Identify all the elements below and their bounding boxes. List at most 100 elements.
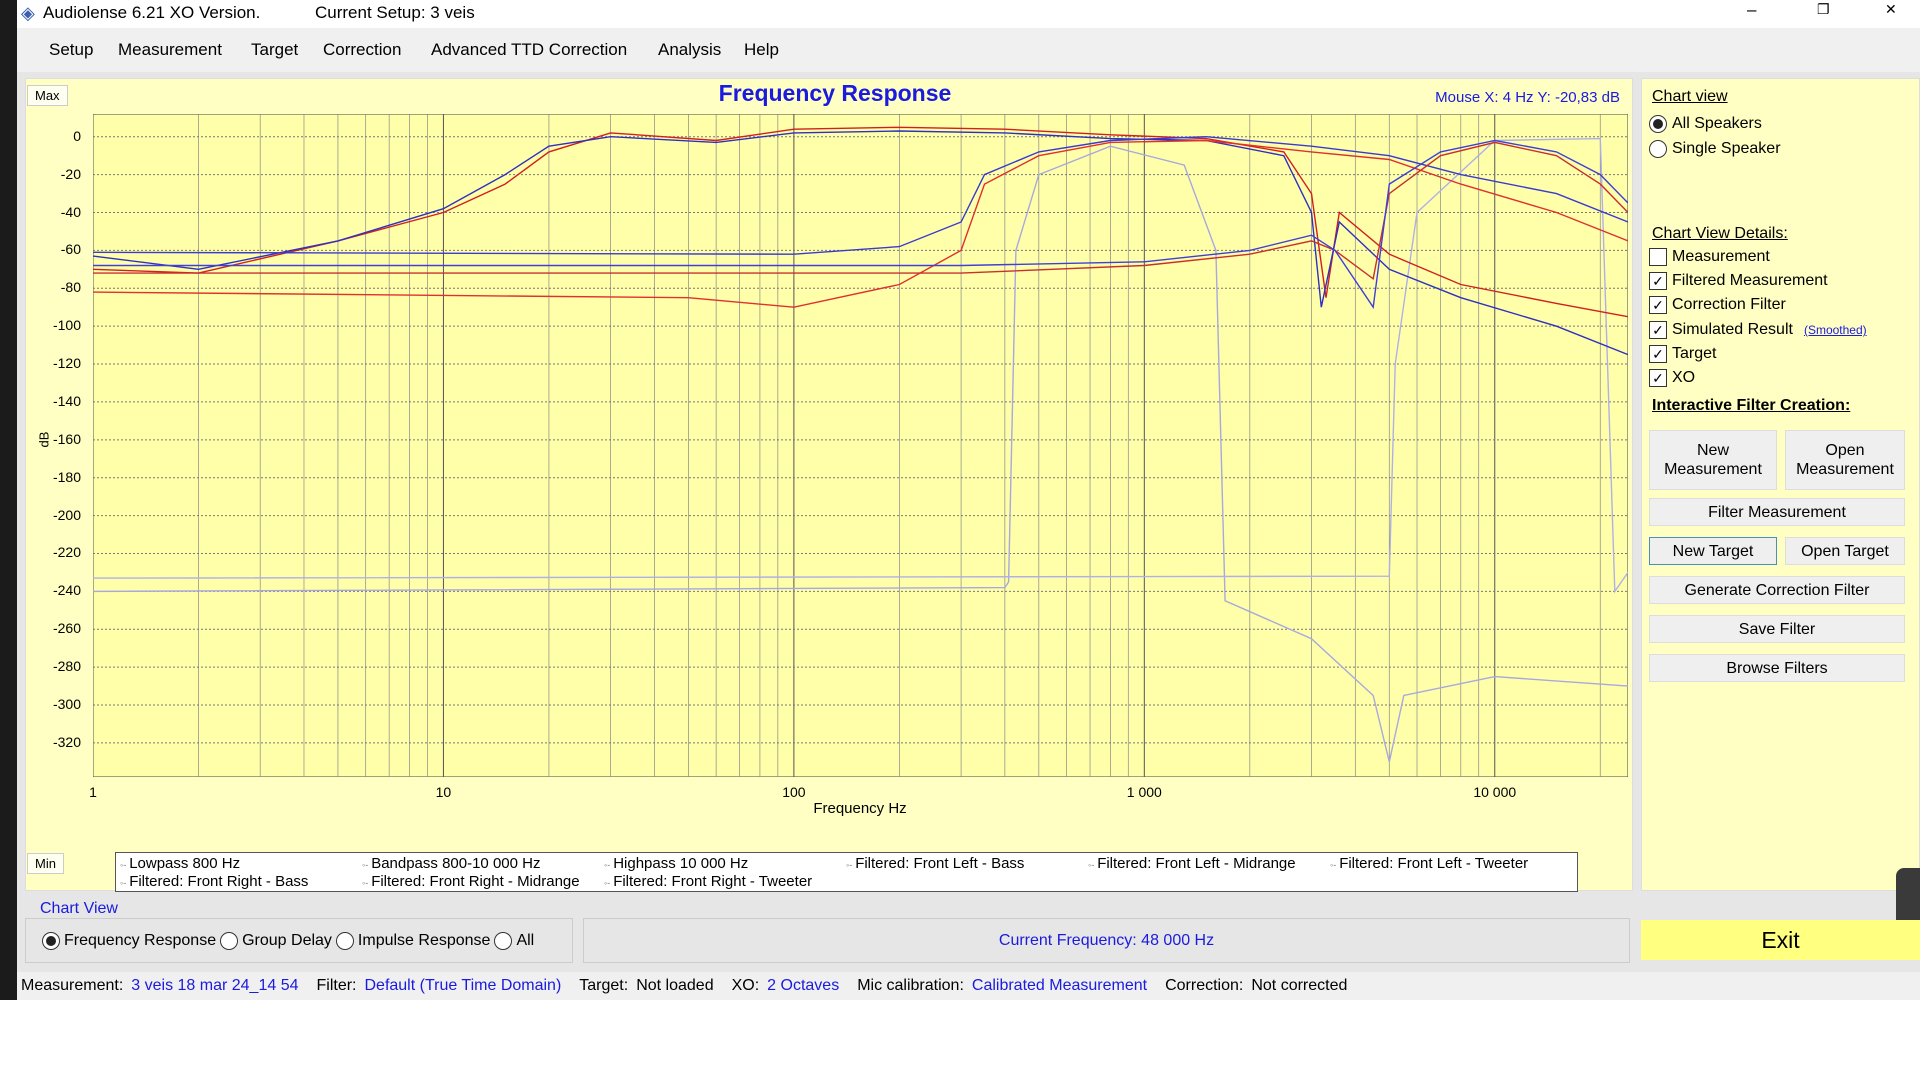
- option-label: All Speakers: [1672, 115, 1762, 132]
- close-button[interactable]: ✕: [1885, 1, 1897, 17]
- legend-label: Filtered: Front Right - Midrange: [371, 873, 580, 890]
- legend-item: ◦- Bandpass 800-10 000 Hz: [362, 855, 541, 872]
- chart-view-heading: Chart view: [1652, 88, 1728, 105]
- y-tick-label: -60: [60, 241, 81, 258]
- y-tick-label: -300: [52, 696, 81, 713]
- current-frequency: Current Frequency: 48 000 Hz: [583, 918, 1630, 963]
- y-tick-label: -220: [52, 544, 81, 561]
- y-tick-label: -80: [60, 279, 81, 296]
- checkbox-label: Target: [1672, 345, 1717, 362]
- menu-help[interactable]: Help: [744, 40, 779, 59]
- status-mic-label: Mic calibration:: [857, 977, 964, 994]
- checkbox-label: XO: [1672, 369, 1696, 386]
- checkbox-xo[interactable]: ✓ XO: [1649, 369, 1695, 387]
- status-measurement: 3 veis 18 mar 24_14 54: [131, 977, 299, 994]
- menu-setup[interactable]: Setup: [49, 40, 94, 59]
- checkmark-icon: ✓: [1649, 345, 1667, 363]
- radio-impulse-response[interactable]: [335, 931, 354, 950]
- series-line: [93, 137, 1628, 594]
- legend-label: Bandpass 800-10 000 Hz: [371, 855, 541, 872]
- checkbox-label: Measurement: [1672, 248, 1770, 265]
- open-target-button[interactable]: Open Target: [1785, 537, 1905, 565]
- x-tick-label: 100: [782, 784, 806, 800]
- menu-measurement[interactable]: Measurement: [118, 40, 222, 59]
- y-tick-label: -140: [52, 392, 81, 409]
- chart-title: Frequency Response: [718, 80, 952, 106]
- filter-measurement-button[interactable]: Filter Measurement: [1649, 498, 1905, 526]
- radio-icon: [1649, 140, 1667, 158]
- x-tick-label: 10: [435, 784, 452, 800]
- menu-bar: Setup Measurement Target Correction Adva…: [17, 28, 1920, 72]
- status-target: Not loaded: [636, 977, 714, 994]
- legend-item: ◦- Filtered: Front Left - Midrange: [1088, 855, 1296, 872]
- legend: ◦- Lowpass 800 Hz ◦- Bandpass 800-10 000 H…: [115, 852, 1578, 892]
- legend-item: ◦- Filtered: Front Right - Bass: [120, 873, 309, 890]
- series-line: [93, 145, 1628, 762]
- x-tick-label: 10 000: [1473, 784, 1517, 800]
- checkbox-filtered-measurement[interactable]: ✓ Filtered Measurement: [1649, 272, 1828, 290]
- new-target-button[interactable]: New Target: [1649, 537, 1777, 565]
- mode-label: Frequency Response: [64, 931, 217, 949]
- status-bar: Measurement: 3 veis 18 mar 24_14 54 Filt…: [17, 972, 1920, 1000]
- open-measurement-button[interactable]: Open Measurement: [1785, 430, 1905, 490]
- status-filter-label: Filter:: [316, 977, 357, 994]
- legend-label: Filtered: Front Right - Tweeter: [613, 873, 813, 890]
- x-axis-label: Frequency Hz: [813, 800, 907, 817]
- legend-item: ◦- Lowpass 800 Hz: [120, 855, 241, 872]
- series-line: [93, 130, 1628, 356]
- status-correction-label: Correction:: [1165, 977, 1244, 994]
- checkbox-label: Filtered Measurement: [1672, 272, 1828, 289]
- desktop-edge: [0, 0, 17, 1000]
- legend-label: Filtered: Front Left - Midrange: [1097, 855, 1296, 872]
- radio-frequency-response[interactable]: [42, 931, 60, 950]
- status-correction: Not corrected: [1251, 977, 1348, 994]
- y-tick-label: -100: [52, 317, 81, 334]
- y-tick-label: -120: [52, 355, 81, 372]
- radio-all[interactable]: [494, 931, 513, 950]
- restore-button[interactable]: ❐: [1817, 1, 1830, 17]
- smoothed-link[interactable]: (Smoothed): [1803, 323, 1867, 337]
- checkbox-simulated-result[interactable]: ✓ Simulated Result (Smoothed): [1649, 321, 1867, 339]
- mode-label: Group Delay: [242, 931, 332, 949]
- series-lines: [93, 126, 1628, 762]
- checkmark-icon: ✓: [1649, 296, 1667, 314]
- checkbox-label: Simulated Result: [1672, 321, 1793, 338]
- y-tick-label: -20: [60, 165, 81, 182]
- radio-group-delay[interactable]: [220, 931, 239, 950]
- checkbox-target[interactable]: ✓ Target: [1649, 345, 1716, 363]
- generate-correction-filter-button[interactable]: Generate Correction Filter: [1649, 576, 1905, 604]
- interactive-filter-heading: Interactive Filter Creation:: [1652, 397, 1851, 414]
- y-tick-label: -200: [52, 506, 81, 523]
- menu-analysis[interactable]: Analysis: [658, 40, 722, 59]
- checkmark-icon: ✓: [1649, 272, 1667, 290]
- minimize-button[interactable]: –: [1747, 0, 1757, 19]
- radio-single-speaker[interactable]: Single Speaker: [1649, 140, 1781, 158]
- radio-all-speakers[interactable]: All Speakers: [1649, 115, 1762, 133]
- status-measurement-label: Measurement:: [21, 977, 124, 994]
- legend-label: Highpass 10 000 Hz: [613, 855, 749, 872]
- x-tick-label: 1: [89, 784, 97, 800]
- series-line: [93, 135, 1628, 255]
- exit-button[interactable]: Exit: [1641, 920, 1920, 960]
- status-mic: Calibrated Measurement: [971, 977, 1148, 994]
- save-filter-button[interactable]: Save Filter: [1649, 615, 1905, 643]
- grid: [93, 114, 1628, 777]
- status-xo: 2 Octaves: [767, 977, 840, 994]
- menu-target[interactable]: Target: [251, 40, 299, 59]
- checkbox-icon: [1649, 248, 1667, 266]
- chart-mode-group: Frequency Response Group Delay Impulse R…: [25, 918, 573, 963]
- legend-item: ◦- Filtered: Front Right - Midrange: [362, 873, 580, 890]
- min-button[interactable]: Min: [27, 853, 64, 874]
- plot-area: [93, 114, 1628, 777]
- checkbox-measurement[interactable]: Measurement: [1649, 248, 1770, 266]
- legend-label: Filtered: Front Right - Bass: [129, 873, 309, 890]
- new-measurement-button[interactable]: New Measurement: [1649, 430, 1777, 490]
- menu-advanced-ttd-correction[interactable]: Advanced TTD Correction: [431, 40, 628, 59]
- option-label: Single Speaker: [1672, 140, 1781, 157]
- browse-filters-button[interactable]: Browse Filters: [1649, 654, 1905, 682]
- checkbox-correction-filter[interactable]: ✓ Correction Filter: [1649, 296, 1786, 314]
- frequency-response-plot[interactable]: [93, 114, 1628, 777]
- menu-correction[interactable]: Correction: [323, 40, 402, 59]
- checkmark-icon: ✓: [1649, 321, 1667, 339]
- max-button[interactable]: Max: [27, 85, 68, 106]
